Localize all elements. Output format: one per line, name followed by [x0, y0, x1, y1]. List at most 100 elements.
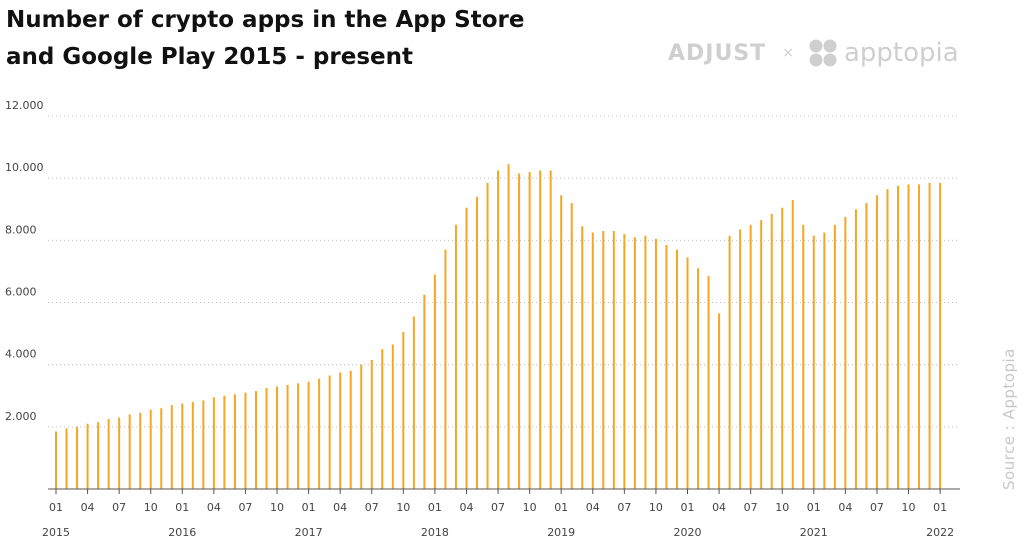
- x-tick-label: 04: [838, 501, 852, 514]
- bar: [402, 332, 405, 489]
- bar: [928, 182, 931, 489]
- bar: [307, 381, 310, 489]
- bar: [560, 195, 563, 489]
- bar: [886, 189, 889, 489]
- bar: [328, 375, 331, 489]
- bar: [191, 401, 194, 489]
- bar: [486, 182, 489, 489]
- x-tick-label: 07: [870, 501, 884, 514]
- year-label: 2015: [42, 526, 70, 539]
- x-tick-label: 01: [428, 501, 442, 514]
- bar: [507, 164, 510, 489]
- bar: [465, 207, 468, 489]
- bar: [391, 344, 394, 489]
- bar: [697, 268, 700, 489]
- x-tick-label: 07: [491, 501, 505, 514]
- bar: [865, 203, 868, 490]
- bar: [423, 294, 426, 489]
- brand-logos: ADJUST × apptopia: [668, 38, 959, 68]
- bar: [212, 397, 215, 489]
- year-label: 2016: [168, 526, 196, 539]
- bar: [749, 224, 752, 489]
- x-tick-label: 10: [396, 501, 410, 514]
- apptopia-logo-text: apptopia: [843, 38, 959, 68]
- year-label: 2022: [926, 526, 954, 539]
- bar: [854, 209, 857, 489]
- x-tick-label: 10: [270, 501, 284, 514]
- bar: [739, 229, 742, 489]
- bar: [286, 384, 289, 489]
- bar: [107, 419, 110, 489]
- y-tick-label: 6.000: [5, 286, 37, 299]
- x-tick-label: 10: [902, 501, 916, 514]
- bar: [65, 428, 68, 489]
- x-tick-label: 07: [617, 501, 631, 514]
- bar: [770, 213, 773, 489]
- bar: [844, 217, 847, 490]
- x-tick-label: 07: [365, 501, 379, 514]
- chart-title-line-2: and Google Play 2015 - present: [6, 44, 413, 70]
- bar: [581, 226, 584, 490]
- bar: [760, 220, 763, 490]
- bar: [707, 276, 710, 489]
- bar: [233, 394, 236, 489]
- bar: [654, 238, 657, 489]
- bar: [128, 414, 131, 489]
- bar: [265, 387, 268, 489]
- bar: [644, 235, 647, 489]
- bar: [297, 383, 300, 489]
- bar: [202, 400, 205, 489]
- apptopia-mark-icon: [809, 39, 837, 67]
- x-tick-label: 04: [712, 501, 726, 514]
- x-axis: [48, 488, 960, 494]
- year-label: 2019: [547, 526, 575, 539]
- bar: [897, 185, 899, 489]
- bar: [139, 412, 142, 489]
- x-tick-label: 01: [175, 501, 189, 514]
- x-tick-label: 07: [238, 501, 252, 514]
- bar: [833, 224, 836, 489]
- bar: [170, 405, 173, 489]
- bar: [549, 170, 552, 490]
- x-tick-label: 10: [523, 501, 537, 514]
- bar: [823, 232, 826, 489]
- bar: [86, 423, 89, 489]
- gridlines: [48, 115, 960, 428]
- bar: [370, 360, 373, 489]
- bar: [412, 316, 415, 489]
- x-tick-label: 04: [207, 501, 221, 514]
- bar: [181, 403, 184, 489]
- y-tick-label: 10.000: [5, 161, 44, 174]
- bar: [918, 184, 921, 489]
- y-tick-label: 2.000: [5, 410, 37, 423]
- bar: [276, 386, 279, 489]
- x-tick-label: 04: [459, 501, 473, 514]
- bars: [55, 164, 942, 490]
- x-tick-label: 10: [649, 501, 663, 514]
- x-tick-label: 01: [933, 501, 947, 514]
- bar: [223, 395, 226, 489]
- x-tick-label: 01: [554, 501, 568, 514]
- bar: [570, 203, 573, 490]
- x-tick-label: 07: [744, 501, 758, 514]
- x-tick-label: 01: [49, 501, 63, 514]
- chart-title-line-1: Number of crypto apps in the App Store: [6, 7, 525, 33]
- bar: [675, 249, 678, 489]
- bar: [907, 184, 910, 489]
- bar: [433, 274, 436, 489]
- axis-labels: 2.000 4.000 6.000 8.000 10.000 12.000 01 04 07 10…: [5, 99, 954, 539]
- bar: [781, 207, 784, 489]
- bar: [602, 231, 605, 489]
- year-label: 2021: [800, 526, 828, 539]
- bar: [623, 234, 626, 489]
- bar: [360, 364, 363, 489]
- year-label: 2020: [674, 526, 702, 539]
- x-tick-label: 07: [112, 501, 126, 514]
- bar: [518, 173, 521, 490]
- bar: [381, 349, 384, 489]
- bar: [728, 235, 731, 489]
- bar: [633, 237, 636, 489]
- bar: [539, 170, 542, 490]
- y-tick-label: 4.000: [5, 348, 37, 361]
